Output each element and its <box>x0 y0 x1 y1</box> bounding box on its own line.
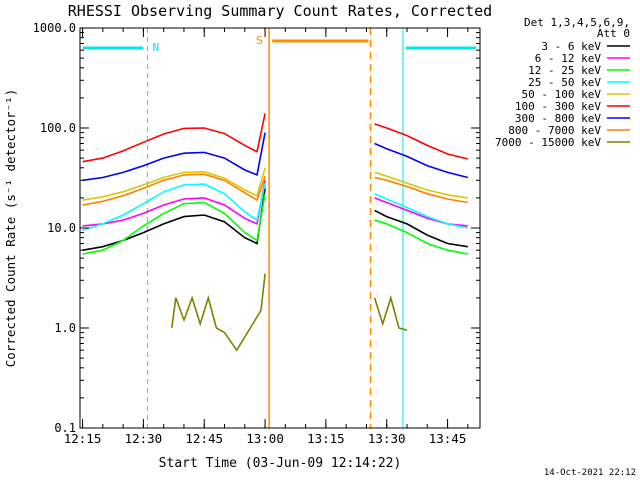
plot-area: N S 0.1 1.0 10.0 100.0 1000.0 12:15 12:30 12:45 13… <box>33 21 481 446</box>
series-line-50-100-kev <box>374 171 468 199</box>
y-tick-label: 1000.0 <box>33 21 76 35</box>
y-tick-label: 0.1 <box>54 421 76 435</box>
series-line-6-12-kev <box>374 197 468 227</box>
x-tick-label: 13:00 <box>246 431 284 446</box>
series-line-12-25-kev <box>374 219 468 255</box>
series-line-100-300-kev <box>82 113 266 163</box>
night-label: N <box>152 41 159 54</box>
x-tick-label: 13:30 <box>368 431 406 446</box>
legend-label: 100 - 300 keV <box>515 100 601 113</box>
chart-title: RHESSI Observing Summary Count Rates, Co… <box>68 2 492 20</box>
series-line-800-7000-kev <box>374 176 468 204</box>
legend-label: 300 - 800 keV <box>515 112 601 125</box>
x-tick-label: 12:30 <box>125 431 163 446</box>
y-tick-label: 100.0 <box>40 121 76 135</box>
legend-label: 50 - 100 keV <box>522 88 602 101</box>
legend-label: 800 - 7000 keV <box>508 124 601 137</box>
legend-detector-header: Det 1,3,4,5,6,9, <box>524 16 630 29</box>
x-tick-label: 13:45 <box>429 431 467 446</box>
series-line-25-50-kev <box>82 183 266 231</box>
legend-label: 25 - 50 keV <box>528 76 601 89</box>
series-line-300-800-kev <box>374 142 468 179</box>
legend-label: 12 - 25 keV <box>528 64 601 77</box>
series-line-7000-15000-kev <box>171 273 266 352</box>
series-line-6-12-kev <box>82 180 266 227</box>
legend-label: 6 - 12 keV <box>535 52 602 65</box>
y-axis-label: Corrected Count Rate (s⁻¹ detector⁻¹) <box>3 89 18 367</box>
series-line-7000-15000-kev <box>373 295 408 331</box>
y-tick-label: 1.0 <box>54 321 76 335</box>
legend-attenuator-header: Att 0 <box>597 27 630 40</box>
series-line-25-50-kev <box>374 193 468 229</box>
x-tick-label: 12:15 <box>64 431 102 446</box>
series-line-3-6-kev <box>82 188 266 251</box>
x-tick-label: 13:15 <box>307 431 345 446</box>
series-line-12-25-kev <box>82 193 266 255</box>
legend-label: 3 - 6 keV <box>541 40 601 53</box>
series-line-50-100-kev <box>82 167 266 201</box>
series-line-100-300-kev <box>374 123 468 160</box>
x-axis-label: Start Time (03-Jun-09 12:14:22) <box>159 456 402 471</box>
series-line-3-6-kev <box>374 209 468 248</box>
y-tick-label: 10.0 <box>47 221 76 235</box>
legend-label: 7000 - 15000 keV <box>495 136 601 149</box>
footer-date: 14-Oct-2021 22:12 <box>544 468 636 478</box>
series-line-800-7000-kev <box>82 173 266 206</box>
saa-label: S <box>256 34 263 47</box>
x-tick-label: 12:45 <box>185 431 223 446</box>
series-line-300-800-kev <box>82 132 266 182</box>
